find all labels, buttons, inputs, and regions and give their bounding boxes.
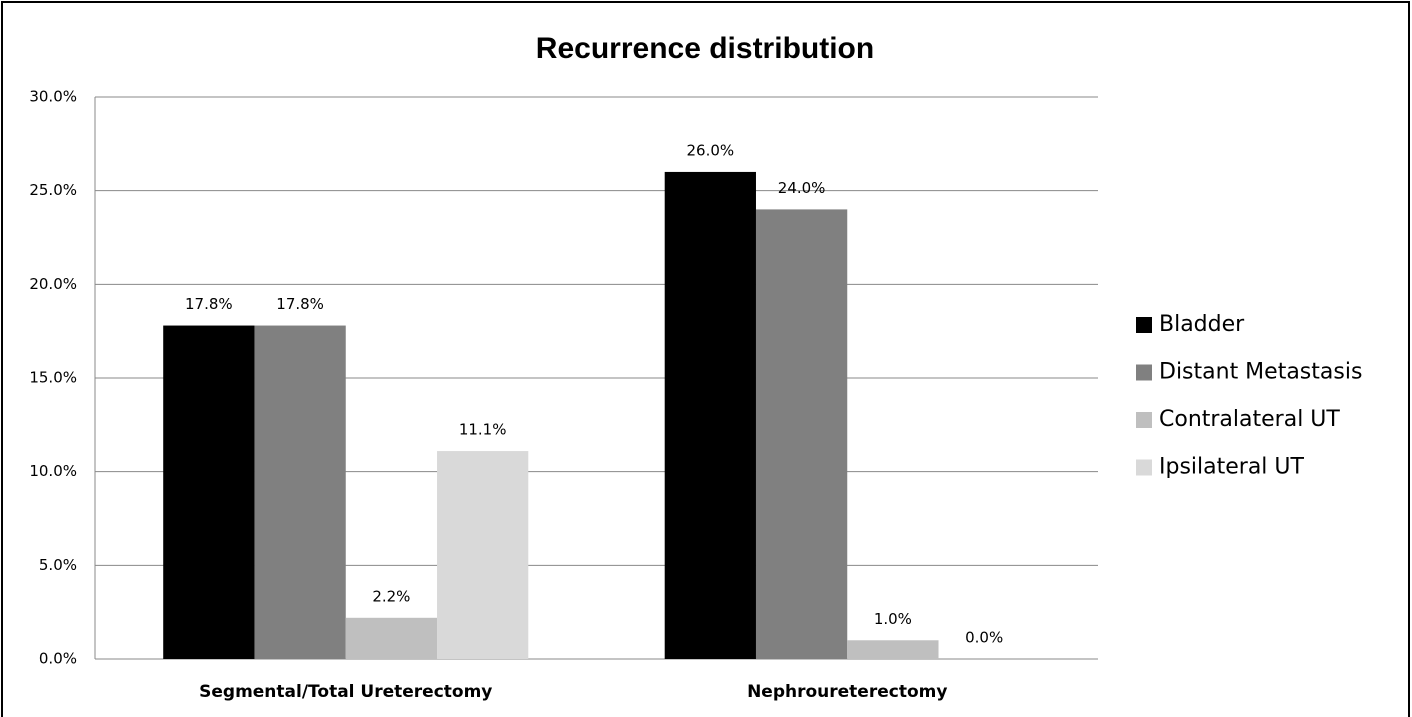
y-tick-label: 0.0%: [39, 650, 77, 668]
data-label: 26.0%: [687, 141, 735, 159]
y-tick-label: 10.0%: [29, 462, 77, 480]
y-tick-label: 25.0%: [29, 181, 77, 199]
data-label: 17.8%: [276, 295, 324, 313]
data-label: 0.0%: [965, 629, 1003, 647]
legend-label: Ipsilateral UT: [1159, 455, 1305, 480]
data-label: 1.0%: [874, 610, 912, 628]
y-tick-label: 20.0%: [29, 275, 77, 293]
bar: [163, 325, 255, 659]
bar: [254, 325, 346, 659]
y-tick-label: 15.0%: [29, 369, 77, 387]
legend-swatch: [1136, 317, 1152, 333]
legend-swatch: [1136, 459, 1152, 476]
data-label: 24.0%: [778, 179, 826, 197]
legend-label: Bladder: [1159, 312, 1245, 337]
bar: [664, 171, 756, 659]
bar: [847, 640, 939, 659]
legend-label: Contralateral UT: [1159, 407, 1340, 432]
bar: [345, 617, 438, 659]
chart-title: Recurrence distribution: [536, 32, 874, 65]
x-tick-label: Nephroureterectomy: [747, 682, 947, 702]
x-tick-label: Segmental/Total Ureterectomy: [199, 682, 492, 702]
data-label: 2.2%: [372, 587, 410, 605]
bar: [437, 451, 529, 659]
legend-swatch: [1136, 364, 1152, 381]
data-label: 17.8%: [185, 295, 233, 313]
y-tick-label: 30.0%: [29, 88, 77, 106]
y-tick-label: 5.0%: [39, 556, 77, 574]
bar: [755, 209, 848, 659]
data-label: 11.1%: [459, 421, 507, 439]
legend-swatch: [1136, 412, 1152, 428]
legend-label: Distant Metastasis: [1159, 360, 1362, 385]
